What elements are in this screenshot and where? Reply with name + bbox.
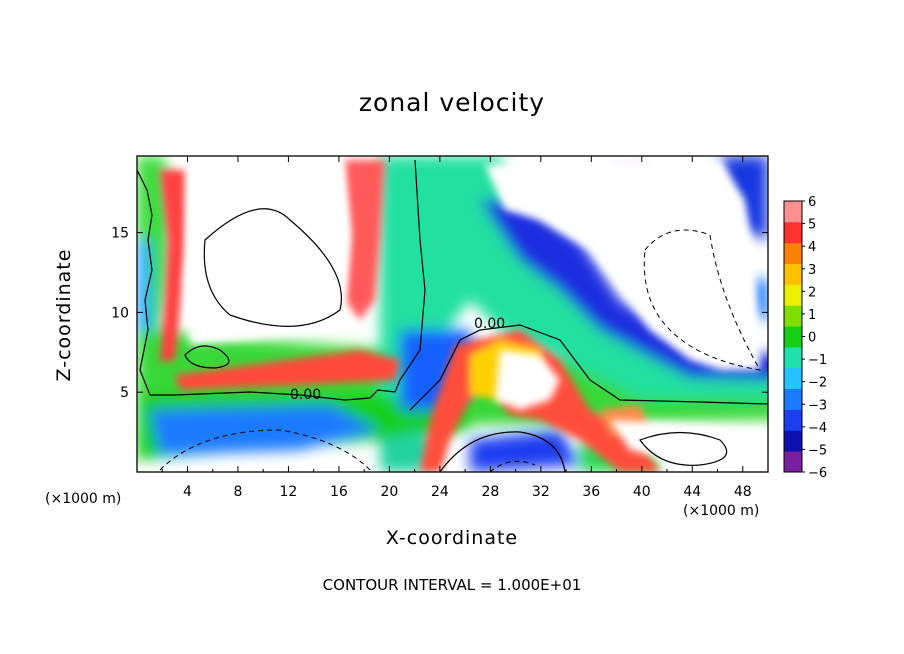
colorbar-tick-label: 0 — [808, 331, 816, 346]
colorbar-swatch — [784, 430, 802, 452]
x-tick-label: 20 — [380, 484, 398, 500]
colorbar-tick-label: −5 — [808, 443, 827, 458]
x-tick-label: 44 — [683, 484, 701, 500]
colorbar-swatch — [784, 284, 802, 306]
colorbar-tick-label: −1 — [808, 353, 827, 368]
colorbar-swatch — [784, 221, 802, 244]
colorbar-tick-label: −3 — [808, 398, 827, 413]
plot-frame — [136, 155, 769, 473]
colorbar-swatch — [784, 409, 802, 431]
x-axis: 4 8 12 16 20 24 28 32 36 40 44 48 — [161, 156, 752, 500]
colorbar-tick-label: 3 — [808, 263, 816, 278]
colorbar-swatch — [784, 201, 802, 223]
y-tick-label: 10 — [111, 305, 129, 321]
colorbar: 6 5 4 3 2 1 0 −1 −2 −3 −4 −5 −6 — [783, 195, 827, 481]
x-tick-label: 48 — [734, 484, 752, 500]
colorbar-swatch — [784, 367, 802, 390]
x-axis-label: X-coordinate — [385, 527, 519, 549]
colorbar-tick-label: −6 — [808, 466, 827, 481]
contour-label-2: 0.00 — [474, 316, 505, 332]
colorbar-swatch — [784, 388, 802, 410]
y-tick-label: 15 — [111, 226, 129, 242]
colorbar-swatch — [784, 346, 802, 369]
colorbar-tick-label: −2 — [808, 376, 827, 391]
contour-interval-note: CONTOUR INTERVAL = 1.000E+01 — [322, 576, 582, 594]
colorbar-swatch — [784, 263, 802, 285]
colorbar-tick-label: 6 — [808, 195, 816, 210]
colorbar-tick-label: 5 — [808, 218, 816, 233]
colorbar-tick-label: −4 — [808, 421, 827, 436]
colorbar-swatch — [784, 305, 802, 327]
colorbar-tick-label: 1 — [808, 308, 816, 323]
velocity-field — [137, 156, 768, 472]
contour-label-1: 0.00 — [290, 387, 321, 403]
x-tick-label: 24 — [431, 484, 449, 500]
x-tick-label: 40 — [633, 484, 651, 500]
x-tick-label: 12 — [280, 484, 298, 500]
x-tick-label: 28 — [481, 484, 499, 500]
x-tick-label: 32 — [532, 484, 550, 500]
x-tick-label: 8 — [233, 484, 242, 500]
y-axis: 5 10 15 — [111, 226, 768, 401]
colorbar-swatch — [784, 451, 802, 473]
x-tick-label: 16 — [330, 484, 348, 500]
y-tick-label: 5 — [120, 385, 129, 401]
colorbar-tick-label: 2 — [808, 285, 816, 300]
x-unit-label-right: (×1000 m) — [683, 503, 760, 519]
x-tick-label: 4 — [183, 484, 192, 500]
colorbar-swatch — [784, 326, 802, 348]
x-unit-label-left: (×1000 m) — [45, 491, 122, 507]
colorbar-tick-label: 4 — [808, 240, 816, 255]
x-tick-label: 36 — [582, 484, 600, 500]
colorbar-swatch — [784, 242, 802, 265]
chart-title: zonal velocity — [358, 88, 546, 117]
